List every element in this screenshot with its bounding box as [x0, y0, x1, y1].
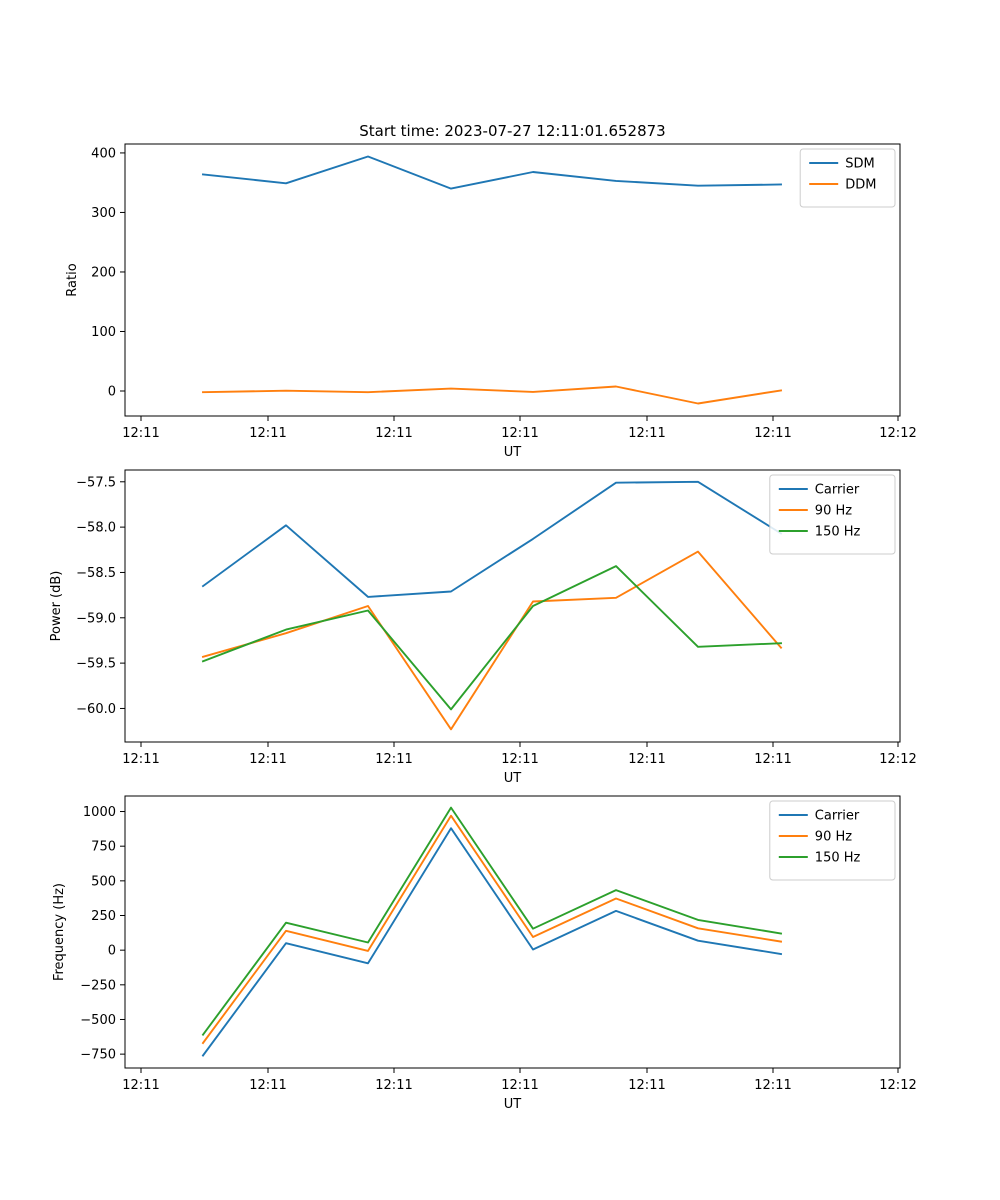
x-tick-label: 12:11	[122, 752, 159, 767]
y-tick-label: −58.5	[76, 566, 116, 581]
x-tick-label: 12:11	[501, 426, 538, 441]
series-line-150-hz	[201, 806, 783, 1037]
series-line-150-hz	[201, 565, 782, 711]
x-tick-label: 12:12	[879, 426, 916, 441]
y-tick-label: 500	[91, 874, 116, 889]
y-tick-label: −500	[80, 1013, 116, 1028]
legend: Carrier 90 Hz 150 Hz	[769, 474, 896, 555]
x-tick-label: 12:11	[628, 752, 665, 767]
x-tick-label: 12:11	[628, 426, 665, 441]
x-tick-label: 12:11	[501, 752, 538, 767]
axes-frame	[124, 143, 901, 417]
x-tick-label: 12:11	[122, 1078, 159, 1093]
legend-box	[769, 800, 896, 881]
x-tick-label: 12:11	[375, 752, 412, 767]
x-tick-label: 12:11	[754, 1078, 791, 1093]
x-tick-label: 12:11	[249, 1078, 286, 1093]
y-tick-label: −750	[80, 1048, 116, 1063]
x-tick-label: 12:11	[628, 1078, 665, 1093]
y-tick-label: 0	[108, 385, 116, 400]
y-tick-label: −57.5	[76, 475, 116, 490]
legend-label: 90 Hz	[815, 504, 852, 519]
y-tick-label: −59.0	[76, 611, 116, 626]
x-tick-label: 12:11	[754, 426, 791, 441]
series-line-90-hz	[201, 550, 783, 731]
chart-panel-3: 12:11 12:11 12:11 12:11 12:11 12:11 12:12 1000 7…	[52, 795, 917, 1112]
series-line-ddm	[202, 385, 783, 405]
chart-panel-1: Start time: 2023-07-27 12:11:01.652873 12…	[65, 122, 917, 460]
x-tick-label: 12:12	[879, 752, 916, 767]
y-axis-label: Frequency (Hz)	[52, 883, 67, 981]
legend-label: Carrier	[815, 809, 860, 824]
y-tick-label: −58.0	[76, 521, 116, 536]
series-line-carrier	[201, 480, 783, 598]
x-axis-label: UT	[504, 1097, 522, 1112]
x-tick-label: 12:11	[249, 426, 286, 441]
y-axis-label: Ratio	[65, 263, 80, 296]
x-tick-label: 12:11	[122, 426, 159, 441]
y-tick-label: 200	[91, 265, 116, 280]
x-tick-label: 12:11	[249, 752, 286, 767]
legend-label: 150 Hz	[815, 851, 861, 866]
x-tick-label: 12:12	[879, 1078, 916, 1093]
legend-label: 150 Hz	[815, 525, 861, 540]
y-tick-label: −60.0	[76, 702, 116, 717]
y-tick-label: 250	[91, 909, 116, 924]
y-axis-label: Power (dB)	[49, 571, 64, 642]
legend-label: 90 Hz	[815, 830, 852, 845]
series-line-sdm	[201, 155, 782, 190]
x-tick-label: 12:11	[754, 752, 791, 767]
legend: SDM DDM	[799, 148, 896, 208]
y-tick-label: 0	[108, 944, 116, 959]
y-tick-label: 100	[91, 325, 116, 340]
chart-title: Start time: 2023-07-27 12:11:01.652873	[359, 122, 665, 140]
x-axis-label: UT	[504, 445, 522, 460]
axes-frame	[124, 795, 901, 1069]
legend-box	[769, 474, 896, 555]
x-tick-label: 12:11	[375, 426, 412, 441]
axes-frame	[124, 469, 901, 743]
legend-label: SDM	[845, 157, 874, 172]
y-tick-label: 750	[91, 840, 116, 855]
series-line-carrier	[201, 827, 783, 1057]
y-tick-label: 300	[91, 206, 116, 221]
legend-label: Carrier	[815, 483, 860, 498]
y-tick-label: 400	[91, 146, 116, 161]
y-tick-label: −59.5	[76, 657, 116, 672]
series-line-90-hz	[201, 814, 783, 1045]
x-axis-label: UT	[504, 771, 522, 786]
y-tick-label: −250	[80, 978, 116, 993]
y-tick-label: 1000	[83, 805, 116, 820]
legend-label: DDM	[845, 178, 876, 193]
x-tick-label: 12:11	[501, 1078, 538, 1093]
x-tick-label: 12:11	[375, 1078, 412, 1093]
legend: Carrier 90 Hz 150 Hz	[769, 800, 896, 881]
chart-panel-2: 12:11 12:11 12:11 12:11 12:11 12:11 12:12 −57.5…	[49, 469, 917, 786]
